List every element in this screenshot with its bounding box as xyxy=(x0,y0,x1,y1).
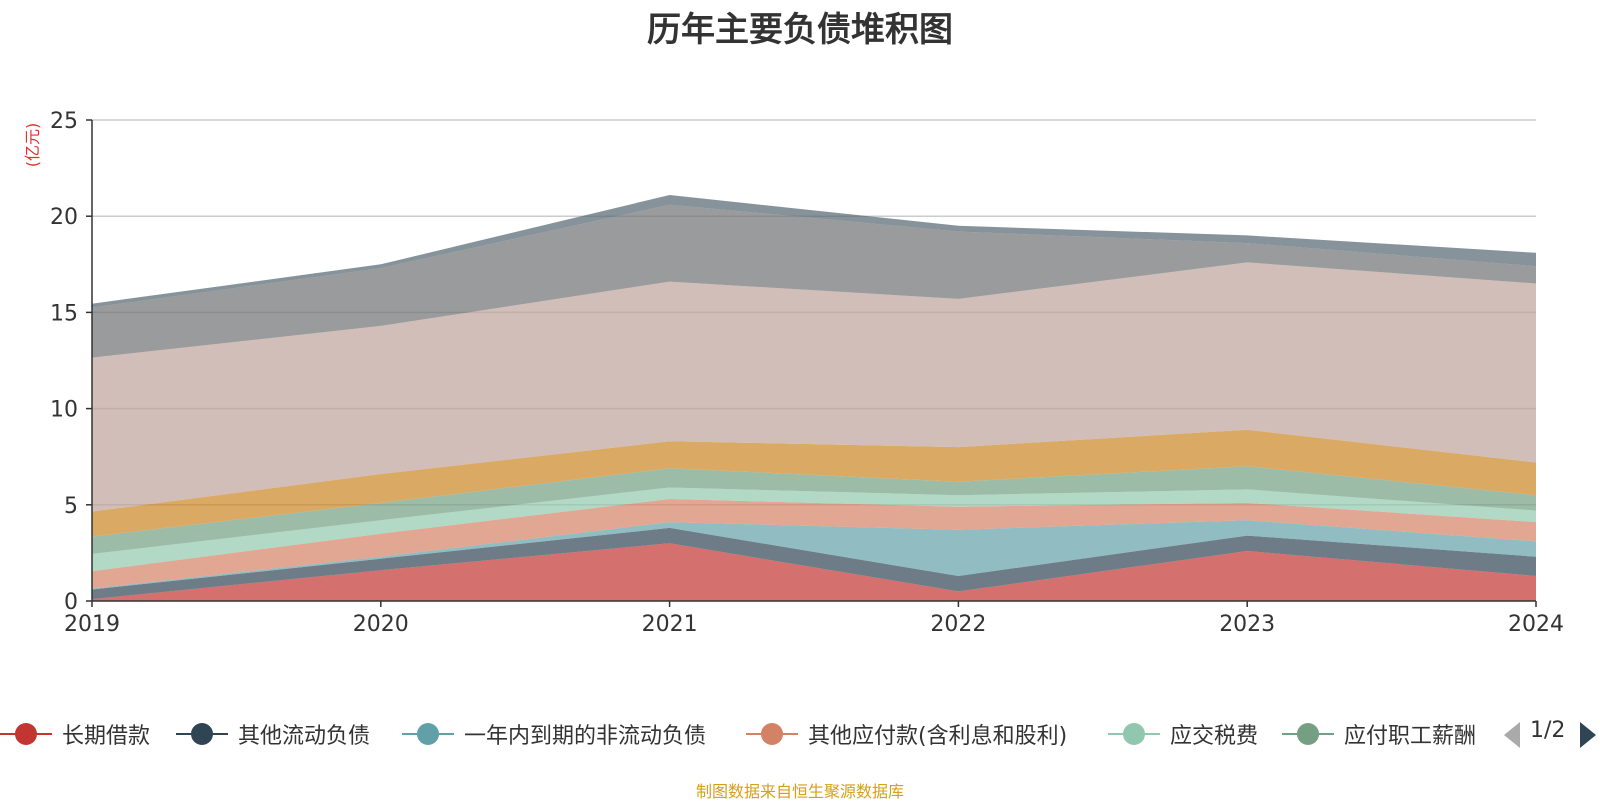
legend-label: 其他应付款(含利息和股利) xyxy=(808,724,1068,749)
stacked-area-chart: 0 5 10 15 20 25 2019 2020 2021 2022 2023 2024 (亿元) xyxy=(23,109,1564,637)
x-tick-label: 2024 xyxy=(1508,612,1564,637)
area-series-3 xyxy=(92,520,1536,590)
y-tick-label: 10 xyxy=(50,398,78,423)
legend-label: 应付职工薪酬 xyxy=(1344,724,1477,749)
area-series-1 xyxy=(92,543,1536,601)
y-axis-unit-label: (亿元) xyxy=(23,123,42,168)
legend-item[interactable]: 应付职工薪酬 xyxy=(1282,716,1476,752)
y-tick-label: 5 xyxy=(64,494,78,519)
legend-next-page-button[interactable] xyxy=(1578,720,1598,750)
x-tick-label: 2020 xyxy=(353,612,409,637)
legend-marker-icon xyxy=(1282,723,1334,745)
area-series-9 xyxy=(92,204,1536,358)
x-tick-label: 2019 xyxy=(64,612,120,637)
legend-marker-icon xyxy=(746,723,798,745)
y-tick-label: 15 xyxy=(50,301,78,326)
legend-marker-icon xyxy=(0,723,52,745)
x-tick-label: 2023 xyxy=(1219,612,1275,637)
x-tick-label: 2022 xyxy=(930,612,986,637)
area-series-5 xyxy=(92,487,1536,572)
legend-item[interactable]: 其他应付款(含利息和股利) xyxy=(746,716,1067,752)
area-series-4 xyxy=(92,499,1536,589)
legend-page-indicator: 1/2 xyxy=(1530,718,1566,743)
y-tick-label: 25 xyxy=(50,109,78,134)
legend-marker-icon xyxy=(1108,723,1160,745)
y-tick-label: 20 xyxy=(50,205,78,230)
area-series-2 xyxy=(92,527,1536,600)
area-series-6 xyxy=(92,466,1536,554)
axes: 0 5 10 15 20 25 2019 2020 2021 2022 2023 2024 xyxy=(50,109,1564,637)
legend-label: 其他流动负债 xyxy=(238,724,371,749)
y-tick-label: 0 xyxy=(64,590,78,615)
chart-title: 历年主要负债堆积图 xyxy=(647,10,953,50)
legend-item[interactable]: 应交税费 xyxy=(1108,716,1258,752)
legend-label: 长期借款 xyxy=(62,724,151,749)
area-series-layer xyxy=(92,195,1536,601)
legend-label: 一年内到期的非流动负债 xyxy=(464,724,707,749)
area-series-7 xyxy=(92,429,1536,537)
legend-prev-page-button[interactable] xyxy=(1502,720,1522,750)
source-note: 制图数据来自恒生聚源数据库 xyxy=(695,782,904,801)
area-series-8 xyxy=(92,262,1536,512)
area-series-10 xyxy=(92,195,1536,308)
legend-marker-icon xyxy=(402,723,454,745)
legend-item[interactable]: 长期借款 xyxy=(0,716,150,752)
legend-item[interactable]: 其他流动负债 xyxy=(176,716,370,752)
legend: 长期借款 其他流动负债 一年内到期的非流动负债 其他应付款(含利息和股利) 应交税费 应付… xyxy=(0,716,1600,752)
legend-marker-icon xyxy=(176,723,228,745)
x-tick-label: 2021 xyxy=(642,612,698,637)
legend-item[interactable]: 一年内到期的非流动负债 xyxy=(402,716,706,752)
legend-label: 应交税费 xyxy=(1170,724,1259,749)
